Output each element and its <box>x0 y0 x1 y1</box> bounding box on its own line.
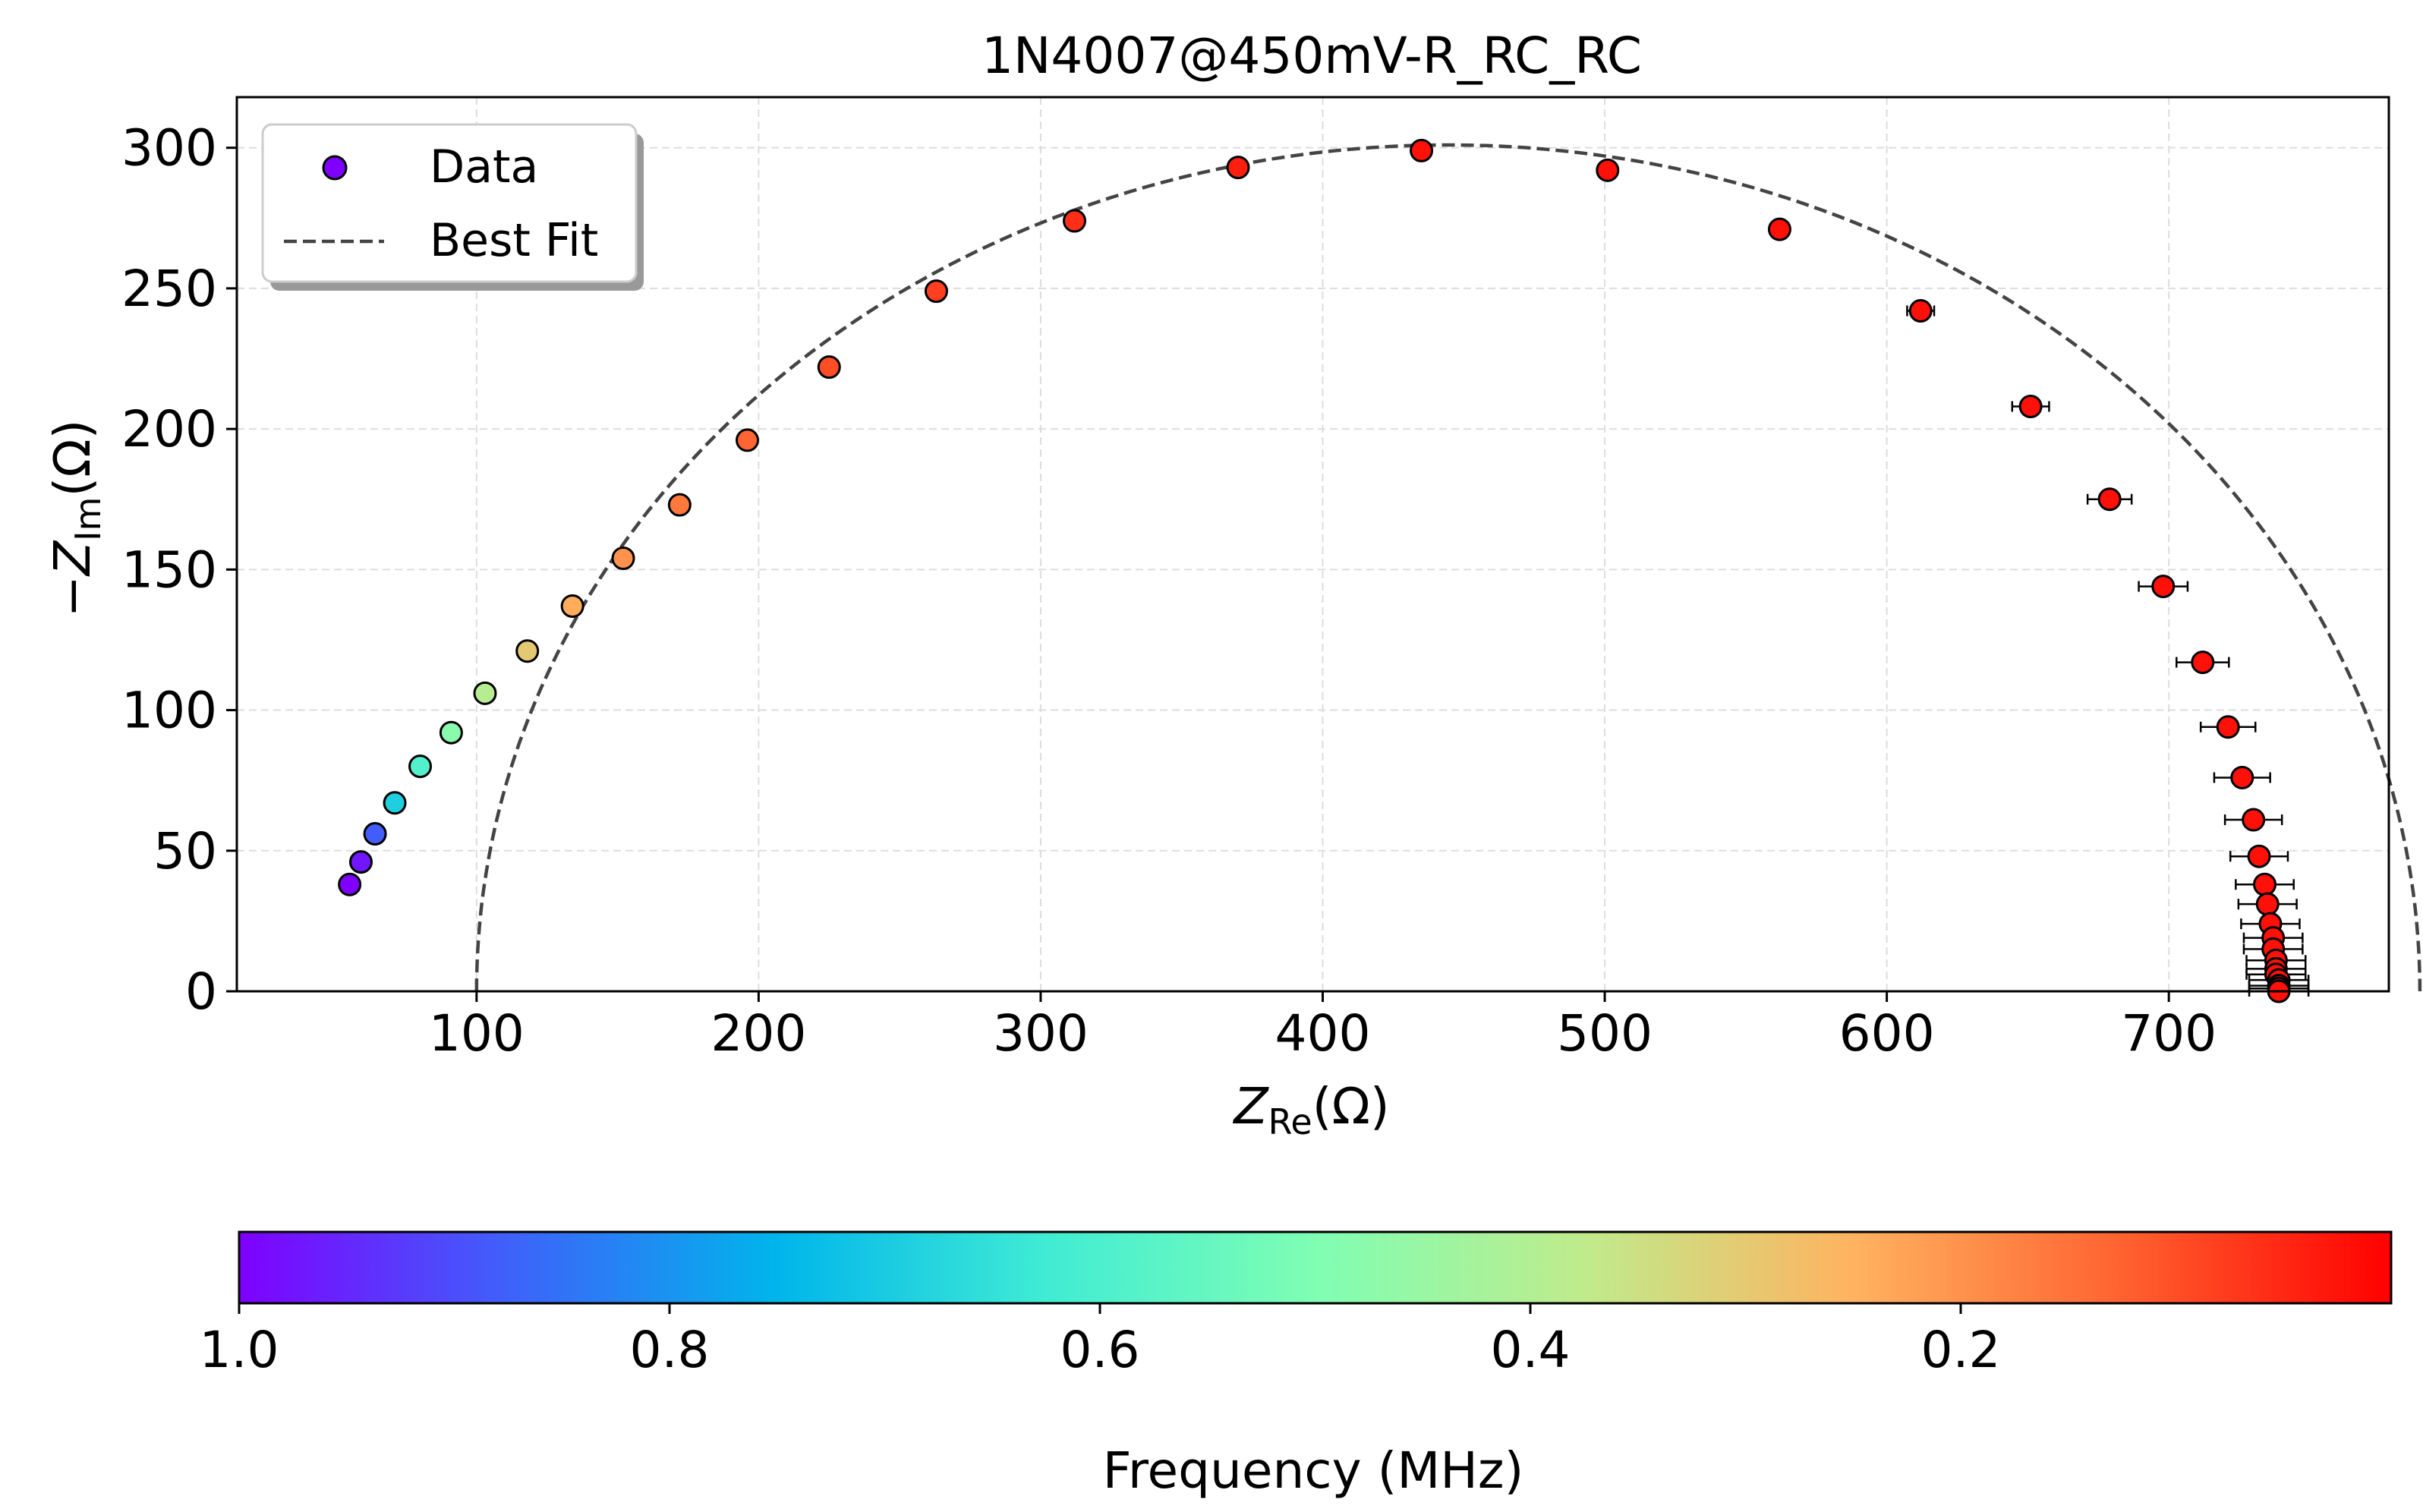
data-point <box>1908 299 1933 323</box>
colorbar-tick-label: 1.0 <box>200 1321 279 1379</box>
data-point <box>348 850 373 874</box>
y-tick-label: 0 <box>185 962 217 1021</box>
colorbar-label: Frequency (MHz) <box>1103 1441 1524 1500</box>
y-tick-label: 100 <box>121 682 217 740</box>
error-bars <box>1771 224 2310 997</box>
colorbar <box>238 1230 2393 1305</box>
data-point <box>736 428 760 452</box>
colorbar-tick-label: 0.4 <box>1491 1321 1571 1379</box>
data-point <box>1226 156 1250 180</box>
x-tick-label: 300 <box>993 1004 1089 1063</box>
x-tick-label: 600 <box>1839 1004 1935 1063</box>
data-point <box>383 791 407 815</box>
x-tick-label: 400 <box>1275 1004 1371 1063</box>
data-point <box>363 822 387 846</box>
legend-box <box>261 123 638 283</box>
data-point <box>1767 217 1791 241</box>
plot-frame <box>235 96 2390 993</box>
colorbar-ticks: 1.0 0.8 0.6 0.4 0.2 <box>200 1303 2001 1379</box>
y-tick-label: 200 <box>121 400 217 458</box>
data-point <box>408 754 433 779</box>
chart-title: 1N4007@450mV-R_RC_RC <box>981 27 1642 85</box>
data-point <box>817 355 841 380</box>
data-point <box>2253 872 2277 896</box>
x-tick-label: 700 <box>2121 1004 2217 1063</box>
data-point <box>611 547 635 571</box>
y-tick-label: 150 <box>121 540 217 599</box>
x-tick-label: 500 <box>1557 1004 1653 1063</box>
x-axis: 100 200 300 400 500 600 700 <box>429 991 2217 1063</box>
data-point <box>2018 394 2043 418</box>
legend-fit-label: Best Fit <box>430 214 598 267</box>
legend: Data Best Fit <box>261 123 644 291</box>
data-point <box>2242 808 2266 832</box>
x-axis-label: ZRe(Ω) <box>1232 1077 1389 1142</box>
data-point <box>667 493 692 517</box>
data-point <box>2255 892 2280 916</box>
data-points <box>338 138 2291 1003</box>
x-tick-label: 100 <box>429 1004 525 1063</box>
best-fit-line <box>474 143 2422 992</box>
y-tick-label: 300 <box>121 119 217 178</box>
data-point <box>2151 575 2176 599</box>
data-point <box>2097 487 2122 512</box>
legend-data-label: Data <box>430 140 538 194</box>
data-point <box>515 639 540 663</box>
data-point <box>1596 158 1620 182</box>
y-tick-label: 250 <box>121 260 217 318</box>
y-axis: 0 50 100 150 200 250 300 <box>121 119 237 1021</box>
y-axis-label: −ZIm(Ω) <box>43 420 109 618</box>
data-point <box>1063 209 1087 233</box>
colorbar-tick-label: 0.6 <box>1060 1321 1140 1379</box>
data-point <box>924 279 948 304</box>
data-point <box>338 872 362 896</box>
colorbar-tick-label: 0.8 <box>630 1321 710 1379</box>
y-tick-label: 50 <box>153 822 217 880</box>
legend-data-marker <box>322 155 348 181</box>
data-point <box>2230 765 2254 789</box>
colorbar-tick-label: 0.2 <box>1921 1321 2001 1379</box>
data-point <box>473 681 497 705</box>
data-point <box>2191 650 2215 675</box>
data-point <box>560 594 584 618</box>
data-point <box>1410 138 1434 162</box>
data-point <box>2216 715 2240 739</box>
data-point <box>439 720 463 745</box>
x-tick-label: 200 <box>711 1004 806 1063</box>
data-point <box>2247 844 2271 868</box>
